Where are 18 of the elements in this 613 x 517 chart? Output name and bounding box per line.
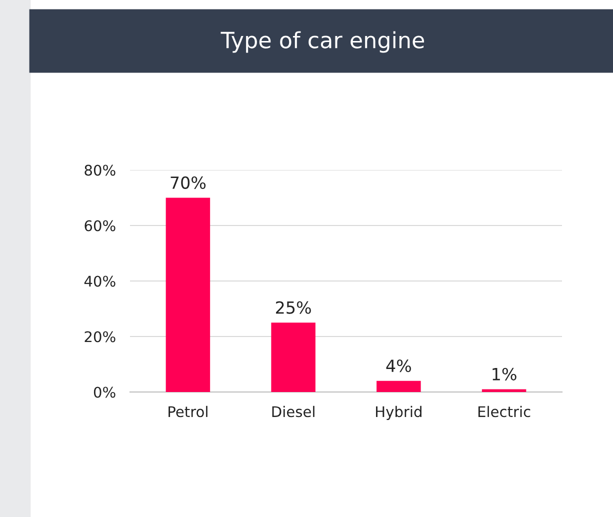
data-label: 4% [386,360,411,372]
data-label: 70% [170,176,206,189]
y-tick-label: 40% [84,276,116,287]
bar [271,322,316,392]
y-tick-label: 20% [84,331,116,342]
bar [166,198,210,392]
x-tick-label: Electric [478,406,530,418]
x-tick-label: Diesel [272,406,314,418]
y-tick-label: 60% [84,220,116,232]
y-tick-label: 0% [94,386,116,398]
bar [482,389,526,392]
bar [376,380,421,392]
chart-title: Type of car engine [220,31,424,53]
x-tick-label: Hybrid [376,406,422,420]
x-tick-label: Petrol [168,406,208,418]
data-label: 1% [492,368,516,380]
data-label: 25% [276,301,311,314]
y-tick-label: 80% [84,164,116,176]
